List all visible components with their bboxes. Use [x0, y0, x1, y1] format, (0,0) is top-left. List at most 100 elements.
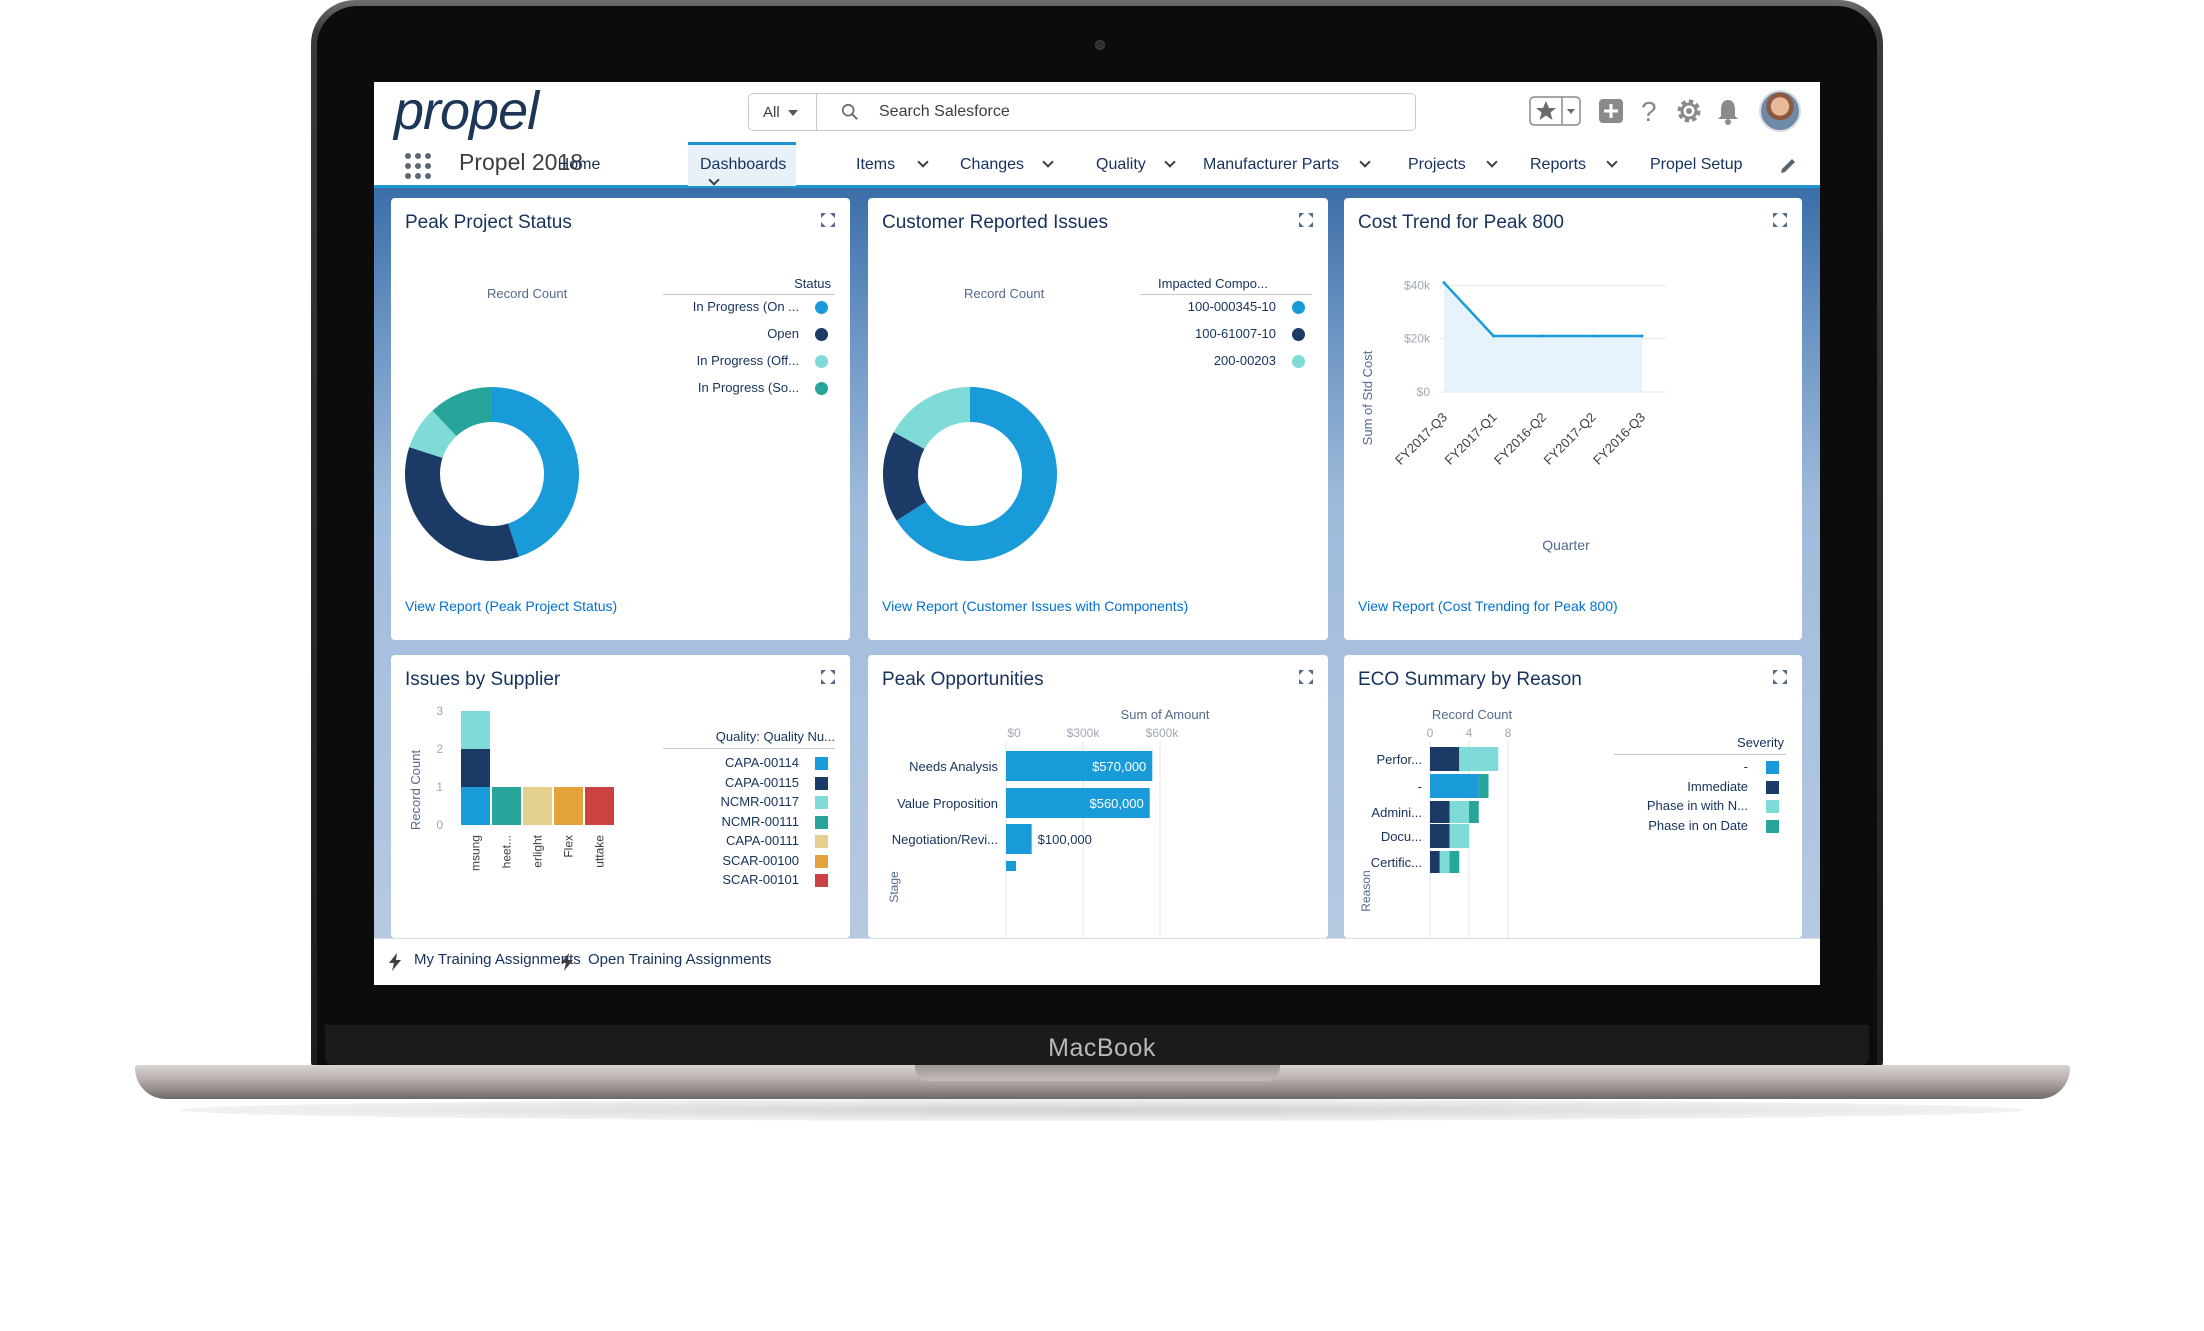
global-search: All: [748, 93, 1416, 131]
row-label: Perfor...: [1376, 752, 1422, 767]
card-title: Peak Opportunities: [882, 669, 1044, 690]
bar-segment: [523, 787, 552, 825]
data-label: $570,000: [1092, 759, 1146, 774]
row-label: Negotiation/Revi...: [892, 832, 998, 847]
expand-icon[interactable]: [820, 212, 836, 228]
bar-segment: [1449, 801, 1469, 823]
legend-title: Status: [794, 276, 831, 291]
search-input[interactable]: [877, 99, 1377, 125]
expand-icon[interactable]: [820, 669, 836, 685]
x-tick-label: FY2017-Q3: [1392, 410, 1450, 468]
legend-divider: [663, 748, 835, 749]
donut-slice: [409, 410, 457, 458]
bar-segment: [585, 787, 614, 825]
global-actions-icon[interactable]: [1594, 94, 1628, 128]
expand-icon[interactable]: [1298, 212, 1314, 228]
search-scope-select[interactable]: All: [749, 94, 817, 130]
legend-item: 200-00203: [1213, 353, 1276, 368]
legend-item: Phase in on Date: [1648, 817, 1748, 833]
legend-item: NCMR-00111: [721, 813, 799, 829]
x-tick-label: 8: [1505, 726, 1512, 740]
x-tick-label: 0: [1427, 726, 1434, 740]
y-tick-label: 3: [436, 705, 443, 718]
legend-item: In Progress (So...: [697, 380, 799, 395]
bar-segment: [1439, 851, 1450, 873]
edit-pencil-icon[interactable]: [1778, 156, 1798, 176]
chevron-down-icon[interactable]: [1164, 156, 1176, 168]
chevron-down-icon[interactable]: [917, 156, 929, 168]
legend-item: CAPA-00115: [725, 774, 799, 790]
expand-icon[interactable]: [1298, 669, 1314, 685]
view-report-link[interactable]: View Report (Cost Trending for Peak 800): [1358, 598, 1618, 614]
x-tick-label: $600k: [1146, 726, 1180, 740]
tab-propel-setup[interactable]: Propel Setup: [1650, 156, 1743, 173]
expand-icon[interactable]: [1772, 212, 1788, 228]
tab-manufacturer-parts[interactable]: Manufacturer Parts: [1203, 142, 1371, 186]
legend-item: 100-000345-10: [1187, 299, 1276, 314]
legend-swatch: [815, 854, 828, 868]
legend-swatch: [1766, 800, 1779, 813]
chevron-down-icon[interactable]: [1486, 156, 1498, 168]
tab-reports[interactable]: Reports: [1530, 142, 1618, 186]
bezel-bottom: [325, 1025, 1869, 1065]
avatar[interactable]: [1759, 90, 1801, 132]
donut-chart: [405, 387, 579, 561]
card-peak-opportunities: Peak Opportunities Sum of Amount Stage $…: [868, 655, 1328, 938]
stacked-bar-chart: Record Count 3 2 1 0 msung heet... erlight Flex…: [408, 705, 614, 871]
tab-home[interactable]: Home: [557, 156, 601, 173]
legend-swatch: [815, 874, 828, 887]
x-tick-label: FY2017-Q1: [1441, 410, 1499, 468]
data-point: [1541, 334, 1545, 338]
x-tick-label: heet...: [500, 835, 514, 868]
data-point: [1492, 334, 1495, 338]
bar-segment: [1430, 774, 1479, 798]
tab-changes[interactable]: Changes: [960, 142, 1054, 186]
chevron-down-icon[interactable]: [708, 174, 720, 186]
x-tick-label: FY2016-Q2: [1491, 410, 1549, 468]
tab-items[interactable]: Items: [856, 142, 929, 186]
notifications-bell-icon[interactable]: [1711, 94, 1745, 128]
utility-item-open-training[interactable]: Open Training Assignments: [588, 951, 772, 968]
bar: [1006, 861, 1016, 871]
legend-title: Severity: [1737, 735, 1784, 750]
laptop-shadow: [180, 1099, 2025, 1121]
favorites-icon[interactable]: [1529, 94, 1581, 128]
screen: propel All ? Propel 2018: [374, 82, 1820, 985]
view-report-link[interactable]: View Report (Peak Project Status): [405, 598, 618, 614]
donut-slice: [405, 447, 519, 561]
legend-item: Immediate: [1687, 778, 1748, 794]
laptop-base-notch: [915, 1065, 1280, 1081]
tab-dashboards[interactable]: Dashboards: [688, 142, 796, 186]
legend-item: Open: [767, 326, 799, 341]
help-icon[interactable]: ?: [1632, 94, 1666, 128]
legend-swatch: [815, 301, 828, 314]
tab-projects[interactable]: Projects: [1408, 142, 1498, 186]
gear-icon[interactable]: [1672, 94, 1706, 128]
row-label: Admini...: [1371, 805, 1422, 820]
global-header: propel All ? Propel 2018: [374, 82, 1820, 188]
legend-swatch: [815, 815, 828, 829]
tab-quality[interactable]: Quality: [1096, 142, 1176, 186]
stacked-horizontal-bar-chart: Record Count Reason 0 4 8 Perfor... - Admini.…: [1359, 707, 1512, 938]
data-label: $100,000: [1038, 832, 1092, 847]
row-label: Docu...: [1381, 829, 1422, 844]
x-tick-label: Flex: [562, 835, 576, 858]
logo[interactable]: propel: [394, 82, 539, 141]
card-title: Peak Project Status: [405, 212, 572, 233]
legend-swatch: [1766, 819, 1779, 833]
app-launcher-icon[interactable]: [404, 152, 432, 180]
y-tick-label: $0: [1417, 385, 1431, 399]
chevron-down-icon: [787, 110, 798, 117]
expand-icon[interactable]: [1772, 669, 1788, 685]
chevron-down-icon[interactable]: [1606, 156, 1618, 168]
utility-item-my-training[interactable]: My Training Assignments: [414, 951, 581, 968]
y-tick-label: 2: [436, 742, 443, 756]
chevron-down-icon[interactable]: [1359, 156, 1371, 168]
data-point: [1640, 334, 1644, 338]
data-label: $560,000: [1089, 796, 1143, 811]
bar: [1006, 751, 1153, 781]
app-name: Propel 2018: [459, 149, 584, 175]
data-point: [1442, 281, 1446, 285]
chevron-down-icon[interactable]: [1042, 156, 1054, 168]
view-report-link[interactable]: View Report (Customer Issues with Compon…: [882, 598, 1189, 614]
